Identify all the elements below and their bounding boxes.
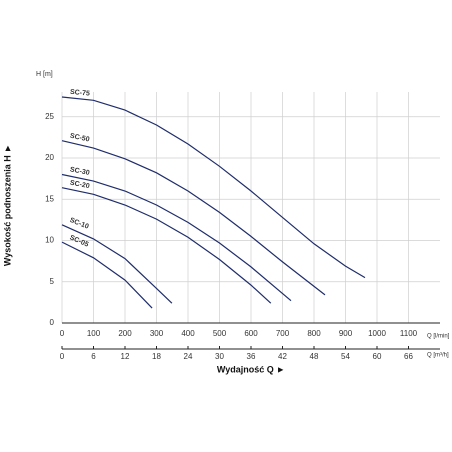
curve <box>61 187 272 304</box>
y-tick-label: 25 <box>45 112 54 121</box>
curve-label: SC-75 <box>70 89 91 98</box>
y-tick-label: 15 <box>45 194 54 203</box>
x2-tick-label: 30 <box>215 352 224 361</box>
x-tick-label: 0 <box>60 329 65 338</box>
x-axis-label: Q [l/min] <box>427 334 450 340</box>
curve-label: SC-50 <box>69 133 90 144</box>
x2-tick-label: 0 <box>60 352 65 361</box>
x2-tick-label: 54 <box>341 352 350 361</box>
y-title: Wysokość podnoszenia H ► <box>2 144 12 266</box>
curve <box>61 224 173 304</box>
curve <box>61 96 366 279</box>
x-tick-label: 400 <box>181 329 195 338</box>
x-tick-label: 1000 <box>368 329 386 338</box>
x-tick-label: 800 <box>307 329 321 338</box>
y-tick-label: 0 <box>50 318 55 327</box>
y-axis-label: H [m] <box>36 71 53 78</box>
curve <box>61 241 153 309</box>
curve <box>61 173 292 302</box>
x2-tick-label: 42 <box>278 352 287 361</box>
x-tick-label: 700 <box>276 329 290 338</box>
x-tick-label: 1100 <box>400 329 418 338</box>
x2-tick-label: 18 <box>152 352 161 361</box>
y-tick-label: 10 <box>45 236 54 245</box>
x-tick-label: 900 <box>339 329 353 338</box>
x2-tick-label: 66 <box>404 352 413 361</box>
x-tick-label: 600 <box>244 329 258 338</box>
x-title: Wydajność Q ► <box>217 364 285 374</box>
y-tick-label: 20 <box>45 153 54 162</box>
x2-tick-label: 6 <box>91 352 96 361</box>
curve <box>61 140 326 296</box>
x2-tick-label: 60 <box>373 352 382 361</box>
curve-label: SC-20 <box>69 180 90 191</box>
x2-tick-label: 48 <box>310 352 319 361</box>
x-tick-label: 300 <box>150 329 164 338</box>
x2-axis-label: Q [m³/h] <box>427 353 449 359</box>
curve-label: SC-30 <box>69 166 90 177</box>
y-tick-label: 5 <box>50 277 55 286</box>
x2-tick-label: 36 <box>247 352 256 361</box>
x2-tick-label: 24 <box>184 352 193 361</box>
x-tick-label: 100 <box>87 329 101 338</box>
x-tick-label: 200 <box>118 329 132 338</box>
x-tick-label: 500 <box>213 329 227 338</box>
x2-tick-label: 12 <box>121 352 130 361</box>
